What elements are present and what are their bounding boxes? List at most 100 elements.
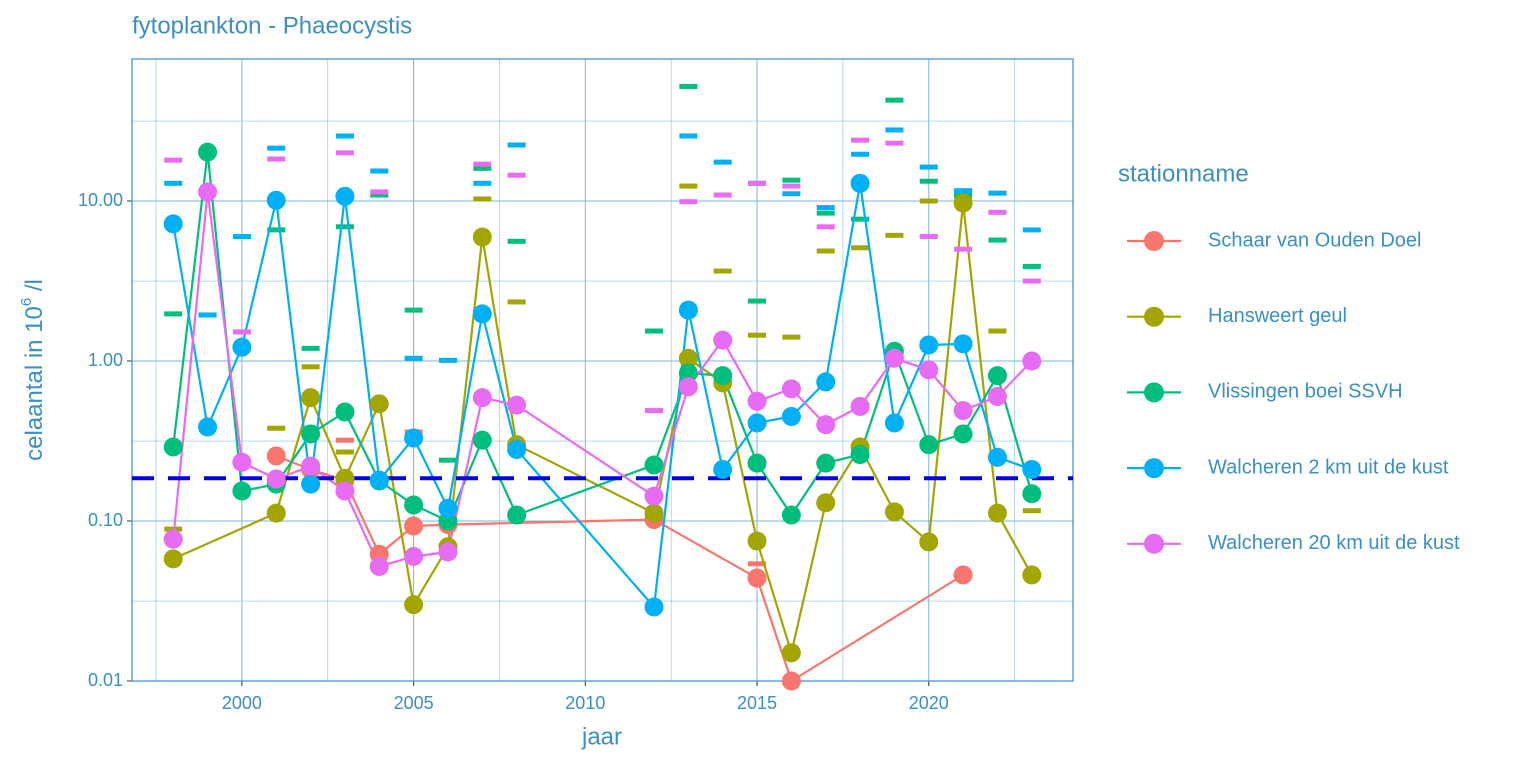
data-point — [884, 502, 904, 522]
data-point — [747, 453, 767, 473]
max-dash — [645, 328, 664, 334]
data-point — [301, 474, 321, 494]
data-point — [266, 503, 286, 523]
max-dash — [713, 268, 732, 274]
max-dash — [919, 178, 938, 184]
max-dash — [370, 192, 389, 198]
data-point — [301, 424, 321, 444]
max-dash — [679, 183, 698, 189]
legend-key-point — [1144, 533, 1164, 554]
data-point — [644, 455, 664, 475]
data-point — [438, 498, 458, 518]
max-dash — [782, 191, 801, 197]
max-dash — [748, 332, 767, 338]
data-point — [713, 330, 733, 350]
data-point — [816, 372, 836, 392]
data-point — [781, 643, 801, 663]
max-dash — [164, 157, 183, 163]
data-point — [850, 396, 870, 416]
data-point — [747, 391, 767, 411]
data-point — [713, 459, 733, 479]
data-point — [472, 430, 492, 450]
max-dash — [782, 183, 801, 189]
x-tick-label: 2015 — [737, 693, 777, 713]
max-dash — [954, 188, 973, 194]
max-dash — [473, 180, 492, 186]
data-point — [987, 366, 1007, 386]
max-dash — [335, 150, 354, 156]
max-dash — [438, 357, 457, 363]
max-dash — [679, 83, 698, 89]
max-dash — [267, 227, 286, 233]
data-point — [472, 304, 492, 324]
data-point — [507, 395, 527, 415]
max-dash — [748, 298, 767, 304]
legend-label: Hansweert geul — [1208, 305, 1347, 327]
max-dash — [988, 190, 1007, 196]
data-point — [953, 401, 973, 421]
max-dash — [267, 425, 286, 431]
y-tick-label: 0.01 — [88, 670, 123, 690]
max-dash — [919, 164, 938, 170]
data-point — [232, 481, 252, 501]
max-dash — [507, 172, 526, 178]
x-axis-title: jaar — [581, 723, 622, 750]
data-point — [198, 142, 218, 162]
data-point — [335, 186, 355, 206]
data-point — [747, 531, 767, 551]
data-point — [953, 193, 973, 213]
max-dash — [267, 145, 286, 151]
data-point — [472, 227, 492, 247]
data-point — [369, 394, 389, 414]
legend-key-point — [1144, 306, 1164, 327]
max-dash — [404, 355, 423, 361]
max-dash — [782, 177, 801, 183]
data-point — [163, 214, 183, 234]
data-point — [507, 439, 527, 459]
data-point — [1022, 351, 1042, 371]
max-dash — [473, 161, 492, 167]
data-point — [850, 445, 870, 465]
data-point — [507, 505, 527, 525]
data-point — [198, 417, 218, 437]
legend-key-point — [1144, 458, 1164, 479]
data-point — [404, 516, 424, 536]
max-dash — [885, 127, 904, 133]
max-dash — [988, 209, 1007, 215]
data-point — [678, 300, 698, 320]
data-point — [301, 456, 321, 476]
data-point — [266, 446, 286, 466]
data-point — [335, 481, 355, 501]
data-point — [781, 671, 801, 691]
legend-label: Vlissingen boei SSVH — [1208, 381, 1403, 403]
x-tick-label: 2020 — [909, 693, 949, 713]
max-dash — [816, 224, 835, 230]
max-dash — [679, 133, 698, 139]
x-tick-label: 2000 — [222, 693, 262, 713]
max-dash — [473, 165, 492, 171]
legend-key-point — [1144, 231, 1164, 251]
max-dash — [816, 248, 835, 254]
data-point — [816, 493, 836, 513]
data-point — [781, 406, 801, 426]
data-point — [644, 503, 664, 523]
max-dash — [748, 561, 767, 567]
data-point — [232, 452, 252, 472]
data-point — [404, 546, 424, 566]
data-point — [404, 428, 424, 448]
y-tick-label: 1.00 — [88, 350, 123, 370]
data-point — [816, 415, 836, 435]
max-dash — [164, 180, 183, 186]
data-point — [919, 335, 939, 355]
max-dash — [885, 232, 904, 238]
max-dash — [748, 180, 767, 186]
max-dash — [335, 437, 354, 443]
data-point — [163, 529, 183, 549]
max-dash — [438, 457, 457, 463]
data-point — [850, 173, 870, 193]
max-dash — [885, 140, 904, 146]
max-dash — [988, 328, 1007, 334]
data-point — [953, 424, 973, 444]
data-point — [781, 505, 801, 525]
max-dash — [645, 408, 664, 414]
